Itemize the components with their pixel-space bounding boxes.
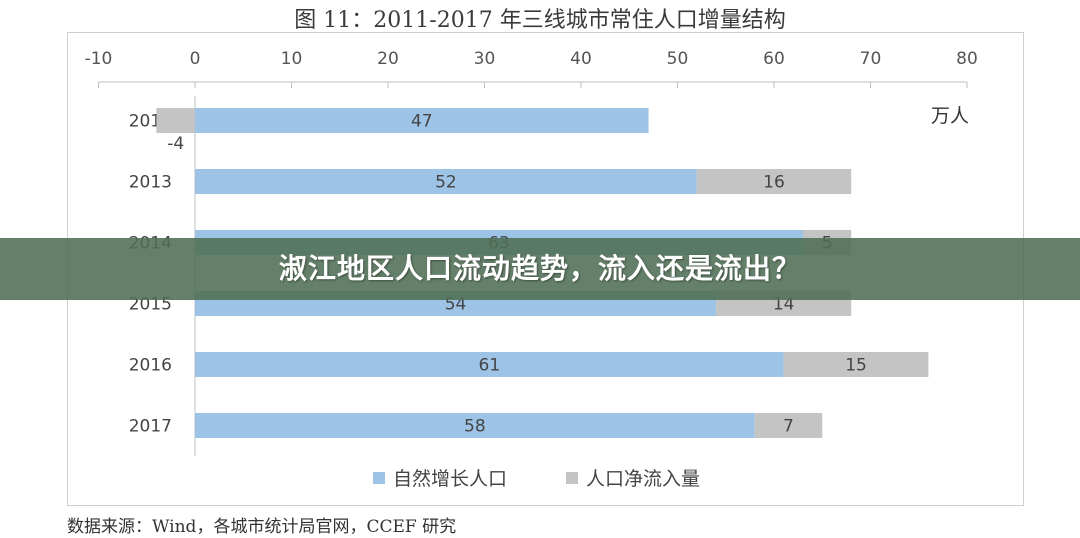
bar-natural-growth [195, 108, 649, 133]
data-label-natural: 47 [411, 112, 433, 132]
chart-title: 图 11：2011-2017 年三线城市常住人口增量结构 [294, 8, 786, 33]
bar-net-inflow [754, 413, 823, 438]
bar-natural-growth [195, 169, 697, 194]
data-label-natural: 58 [464, 417, 486, 437]
x-tick-label: 60 [763, 49, 785, 69]
data-label-inflow: 16 [763, 173, 785, 193]
data-label-inflow: -4 [167, 134, 184, 154]
x-tick-label: 20 [377, 49, 399, 69]
data-source: 数据来源：Wind，各城市统计局官网，CCEF 研究 [67, 517, 457, 537]
x-tick-label: 50 [667, 49, 689, 69]
legend-swatch-natural [373, 472, 385, 484]
headline-banner: 淑江地区人口流动趋势，流入还是流出？ [0, 238, 1080, 300]
bar-net-inflow [696, 169, 852, 194]
category-label: 2017 [129, 417, 172, 437]
category-label: 2016 [129, 356, 172, 376]
data-label-inflow: 15 [845, 356, 867, 376]
bar-net-inflow [156, 108, 195, 133]
data-label-natural: 52 [435, 173, 457, 193]
legend-label-inflow: 人口净流入量 [586, 468, 700, 490]
bar-natural-growth [195, 352, 784, 377]
x-tick-label: 30 [474, 49, 496, 69]
x-tick-label: 40 [570, 49, 592, 69]
x-tick-label: 10 [281, 49, 303, 69]
bar-natural-growth [195, 413, 755, 438]
x-tick-label: -10 [85, 49, 113, 69]
legend-swatch-inflow [566, 472, 578, 484]
data-label-inflow: 7 [783, 417, 794, 437]
legend-label-natural: 自然增长人口 [393, 468, 507, 490]
category-label: 2013 [129, 173, 172, 193]
x-tick-label: 70 [860, 49, 882, 69]
x-tick-label: 80 [956, 49, 978, 69]
x-tick-label: 0 [190, 49, 201, 69]
data-label-natural: 61 [479, 356, 501, 376]
banner-title: 淑江地区人口流动趋势，流入还是流出？ [278, 252, 801, 285]
bar-net-inflow [783, 352, 929, 377]
unit-label: 万人 [931, 105, 969, 127]
